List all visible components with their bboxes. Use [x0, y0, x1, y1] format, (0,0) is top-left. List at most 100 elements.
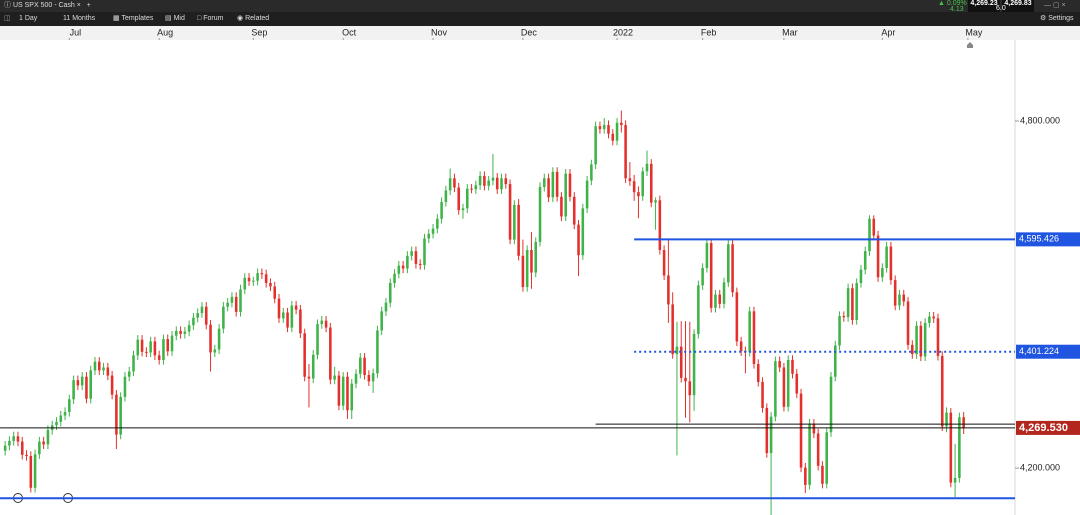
candle-body — [534, 241, 538, 273]
candle-body — [868, 218, 871, 252]
candle-body — [119, 396, 122, 435]
home-icon[interactable] — [967, 42, 973, 48]
instrument: US SPX 500 - Cash — [12, 2, 75, 9]
candle-body — [855, 282, 858, 321]
candle-body — [590, 164, 593, 181]
candle-body — [949, 412, 953, 483]
change-pct: ▲ 0.09% — [938, 0, 967, 7]
candle-body — [217, 328, 221, 350]
window-controls[interactable]: ― ▢ × — [1044, 2, 1066, 9]
candle-body — [436, 218, 439, 229]
level-label-box — [1016, 420, 1080, 435]
candle-body — [752, 311, 756, 364]
candle-body — [709, 243, 713, 308]
candle-body — [55, 421, 58, 426]
candle-body — [560, 196, 563, 217]
toolbar-button[interactable]: □ Forum — [197, 15, 224, 22]
candle-body — [115, 394, 118, 435]
candle-body — [427, 233, 431, 239]
candle-body — [209, 324, 212, 353]
candle-body — [42, 441, 45, 445]
candle-body — [953, 477, 957, 483]
instrument-tab[interactable]: ⓘ US SPX 500 - Cash × + — [4, 2, 91, 9]
candle-body — [654, 200, 657, 203]
candle-body — [483, 175, 486, 186]
candle-body — [829, 376, 833, 433]
candle-body — [624, 125, 627, 179]
y-tick-label: 4,800.000 — [1020, 115, 1060, 125]
candle-body — [277, 298, 281, 319]
candle-body — [859, 269, 863, 283]
candle-body — [234, 296, 238, 312]
candle-body — [63, 412, 67, 416]
candle-body — [602, 125, 606, 130]
candle-body — [431, 228, 435, 234]
interval[interactable]: 1 Day — [19, 15, 38, 22]
bid[interactable]: 4,269.23 — [968, 0, 1000, 12]
button-text: Forum — [203, 15, 224, 22]
candle-body — [620, 122, 623, 126]
candle-body — [679, 346, 683, 378]
candle-body — [444, 190, 448, 202]
toolbar-button[interactable]: ◉ Related — [237, 15, 270, 22]
candle-body — [513, 204, 516, 240]
candle-body — [273, 286, 277, 299]
candle-body — [530, 250, 533, 273]
candle-body — [38, 441, 41, 455]
candle-body — [384, 302, 388, 312]
settings[interactable]: ⚙ Settings — [1040, 15, 1074, 22]
candle-body — [457, 187, 461, 211]
candle-body — [25, 454, 28, 456]
candle-body — [727, 244, 730, 283]
candle-body — [838, 315, 841, 346]
candle-body — [594, 126, 597, 165]
candle-body — [204, 306, 208, 325]
candle-body — [179, 331, 182, 334]
layout-icon[interactable]: ◫ — [4, 15, 11, 22]
candle-body — [363, 357, 366, 375]
candle-body — [731, 244, 734, 293]
candle-body — [902, 294, 906, 302]
candle-body — [200, 306, 204, 314]
candle-body — [761, 381, 764, 408]
candle-body — [346, 376, 349, 411]
toolbar-button[interactable]: ▤ Mid — [165, 15, 185, 22]
range[interactable]: 11 Months — [63, 15, 96, 22]
candle-body — [85, 376, 88, 399]
candle-body — [786, 359, 790, 407]
candle-body — [795, 373, 799, 394]
candle-body — [196, 313, 199, 318]
candle-body — [243, 277, 247, 290]
candle-body — [72, 380, 75, 400]
candle-body — [799, 393, 803, 468]
candle-body — [714, 294, 717, 308]
candle-body — [406, 255, 409, 269]
candle-body — [320, 320, 324, 325]
candle-body — [106, 367, 110, 376]
candle-body — [577, 224, 580, 256]
candle-body — [851, 288, 854, 321]
candle-body — [816, 433, 820, 466]
candle-body — [76, 380, 80, 386]
candle-body — [359, 357, 362, 374]
candle-body — [525, 250, 529, 288]
candle-body — [632, 181, 636, 193]
ask[interactable]: 4,269.83 — [1002, 0, 1034, 12]
candle-body — [388, 282, 392, 303]
candle-body — [33, 454, 37, 488]
candle-body — [833, 345, 837, 377]
level-label: 4,401.224 — [1019, 346, 1059, 356]
candle-body — [376, 330, 379, 374]
settings-text: Settings — [1048, 15, 1074, 22]
candle-body — [371, 373, 375, 382]
candle-body — [791, 359, 794, 374]
change: 4.13 — [950, 6, 964, 13]
candle-body — [397, 265, 401, 274]
candle-body — [286, 312, 289, 328]
candle-body — [756, 363, 760, 382]
toolbar-button[interactable]: ▦ Templates — [113, 15, 154, 22]
candle-body — [701, 267, 704, 286]
candle-body — [919, 325, 923, 357]
candle-body — [928, 316, 931, 323]
